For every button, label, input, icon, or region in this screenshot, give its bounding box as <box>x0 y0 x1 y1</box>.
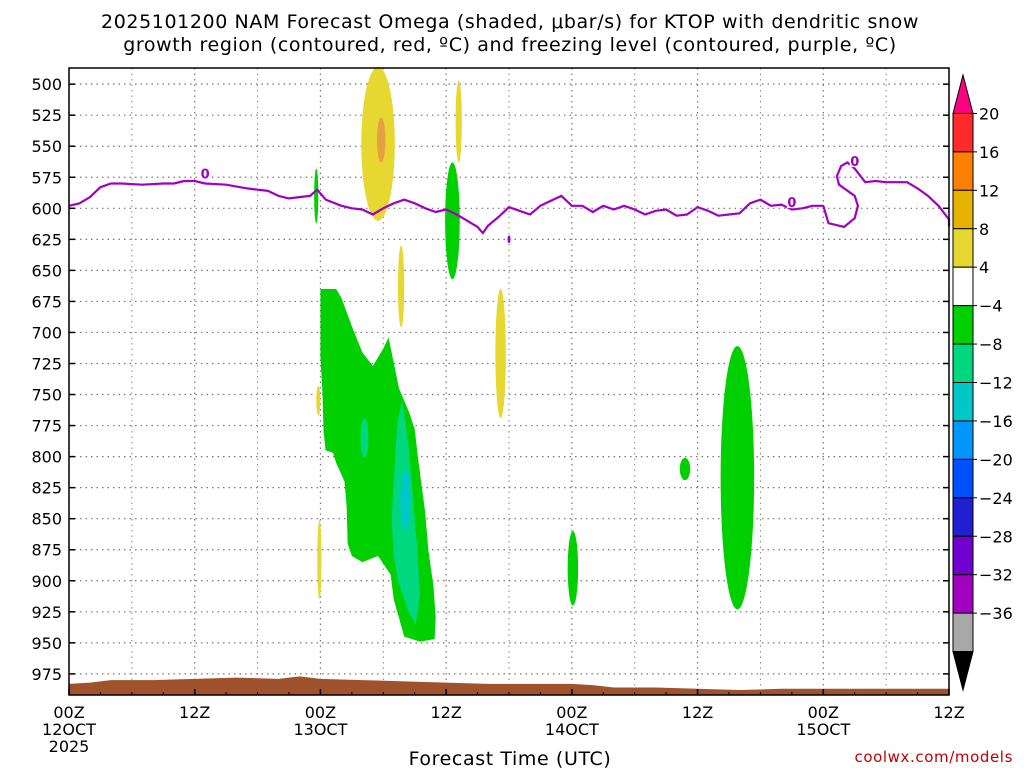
colorbar-segment <box>952 574 974 614</box>
x-tick-label: 14OCT <box>545 720 599 739</box>
y-tick-label: 825 <box>31 479 62 498</box>
colorbar-segment <box>952 420 974 460</box>
freezing-level-contour: 0 0 0 <box>68 153 951 235</box>
x-tick-label: 15OCT <box>796 720 850 739</box>
colorbar-label: −32 <box>979 566 1013 585</box>
y-tick-label: 500 <box>31 75 62 94</box>
colorbar-label: −36 <box>979 604 1013 623</box>
colorbar-label: 8 <box>979 220 989 239</box>
x-tick-label: 00Z <box>808 703 839 722</box>
omega-region <box>679 457 691 481</box>
colorbar-segment <box>952 497 974 537</box>
colorbar-label: 4 <box>979 258 989 277</box>
x-tick-label: 12Z <box>430 703 461 722</box>
y-tick-label: 525 <box>31 106 62 125</box>
x-tick-label: 00Z <box>305 703 336 722</box>
colorbar-segment <box>952 228 974 268</box>
colorbar-label: −16 <box>979 412 1013 431</box>
freezing-level-label-bg <box>849 153 860 168</box>
y-axis-ticks: 500 525 550 575 600 625 650 675 700 725 750 775 800 8… <box>31 75 949 684</box>
x-tick-label: 12Z <box>933 703 964 722</box>
y-tick-label: 800 <box>31 448 62 467</box>
y-tick-label: 750 <box>31 386 62 405</box>
y-tick-label: 975 <box>31 665 62 684</box>
omega-region-negative-12 <box>400 470 411 531</box>
omega-region <box>317 519 322 600</box>
colorbar-label: −8 <box>979 335 1003 354</box>
colorbar-label: 12 <box>979 181 999 200</box>
colorbar-label: −20 <box>979 450 1013 469</box>
colorbar-label: 20 <box>979 104 999 123</box>
omega-shaded-regions <box>314 66 755 642</box>
omega-region <box>445 162 460 280</box>
colorbar-segment <box>952 305 974 345</box>
x-tick-label: 2025 <box>49 737 90 756</box>
x-tick-label: 12Z <box>179 703 210 722</box>
credit-link[interactable]: coolwx.com/models <box>855 748 1014 766</box>
freezing-level-label-bg <box>200 165 211 180</box>
y-tick-label: 925 <box>31 603 62 622</box>
omega-region <box>316 385 321 416</box>
omega-region <box>314 168 319 224</box>
y-tick-label: 575 <box>31 168 62 187</box>
omega-region <box>720 346 755 610</box>
y-tick-label: 650 <box>31 261 62 280</box>
x-tick-label: 00Z <box>556 703 587 722</box>
x-axis-label: Forecast Time (UTC) <box>409 748 612 768</box>
omega-region-negative-8-small <box>360 417 369 458</box>
y-tick-label: 550 <box>31 137 62 156</box>
colorbar-segment <box>952 382 974 422</box>
colorbar-label: −12 <box>979 374 1013 393</box>
freezing-level-label: 0 <box>201 168 210 183</box>
y-tick-label: 700 <box>31 323 62 342</box>
y-tick-label: 950 <box>31 634 62 653</box>
colorbar-segment <box>952 612 974 653</box>
y-tick-label: 875 <box>31 541 62 560</box>
x-tick-label: 12OCT <box>42 720 96 739</box>
freezing-level-label: 0 <box>850 155 859 170</box>
colorbar-label: 16 <box>979 143 999 162</box>
freezing-level-label: 0 <box>787 196 796 211</box>
colorbar-segment <box>952 151 974 191</box>
freezing-level-label-bg <box>786 194 797 209</box>
colorbar-segment <box>952 112 974 153</box>
colorbar-label: −24 <box>979 489 1013 508</box>
chart-title-line-1: 2025101200 NAM Forecast Omega (shaded, μ… <box>101 11 919 33</box>
omega-region-small-dot <box>507 235 511 244</box>
y-tick-label: 900 <box>31 572 62 591</box>
omega-region <box>377 117 386 163</box>
y-tick-label: 675 <box>31 292 62 311</box>
omega-region <box>567 531 579 606</box>
terrain-fill <box>69 676 949 695</box>
colorbar-segment <box>952 189 974 230</box>
y-tick-label: 725 <box>31 354 62 373</box>
surface-terrain <box>69 676 949 695</box>
chart-title-line-2: growth region (contoured, red, ºC) and f… <box>123 34 897 56</box>
y-tick-label: 625 <box>31 230 62 249</box>
y-tick-label: 775 <box>31 417 62 436</box>
omega-region <box>455 80 462 163</box>
colorbar: 20 16 12 8 4 −4 −8 −12 −16 −20 −24 −28 −32 −36 <box>952 73 1013 692</box>
omega-region <box>397 245 405 328</box>
y-tick-label: 600 <box>31 199 62 218</box>
omega-region <box>495 289 506 419</box>
x-tick-label: 12Z <box>682 703 713 722</box>
colorbar-segment <box>952 535 974 576</box>
x-tick-label: 13OCT <box>293 720 347 739</box>
colorbar-segment <box>952 343 974 383</box>
colorbar-label: −28 <box>979 527 1013 546</box>
colorbar-segment <box>952 458 974 499</box>
y-tick-label: 850 <box>31 510 62 529</box>
colorbar-top-triangle <box>952 73 974 114</box>
colorbar-bottom-triangle <box>952 651 974 692</box>
x-tick-label: 00Z <box>53 703 84 722</box>
colorbar-segment <box>952 266 974 307</box>
freezing-level-line <box>68 161 951 235</box>
colorbar-label: −4 <box>979 297 1003 316</box>
